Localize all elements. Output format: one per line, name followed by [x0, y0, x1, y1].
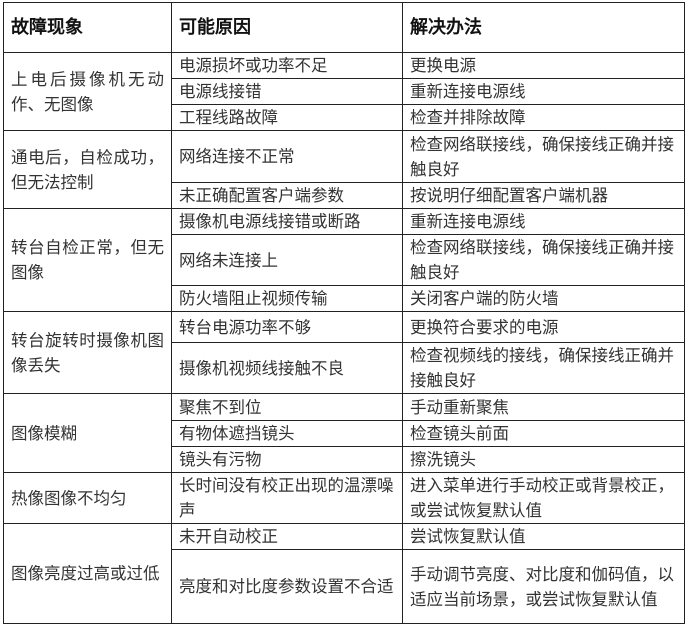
cause-cell: 亮度和对比度参数设置不合适 — [171, 549, 403, 624]
cause-cell: 网络连接不正常 — [171, 130, 403, 183]
cause-cell: 未正确配置客户端参数 — [171, 182, 403, 209]
table-row: 转台自检正常，但无图像 摄像机电源线接错或断路 重新连接电源线 — [3, 208, 685, 312]
header-symptom: 故障现象 — [3, 2, 172, 53]
table-row: 转台旋转时摄像机图像丢失 转台电源功率不够 更换符合要求的电源 — [3, 311, 685, 394]
table-row: 网络未连接上 检查网络联接线，确保接线正确并接触良好 — [4, 234, 685, 286]
symptom-cell: 转台自检正常，但无图像 — [3, 208, 172, 312]
solution-cell: 更换符合要求的电源 — [402, 311, 685, 343]
cause-cell: 未开自动校正 — [171, 523, 403, 550]
symptom-cell: 图像模糊 — [3, 393, 172, 473]
cause-cell: 电源线接错 — [171, 78, 403, 105]
solution-cell: 手动重新聚焦 — [402, 393, 685, 421]
troubleshooting-table: 故障现象 可能原因 解决办法 上电后摄像机无动作、无图像 电源损坏或功率不足 更换电… — [3, 2, 685, 624]
solution-cell: 进入菜单进行手动校正或背景校正，或尝试恢复默认值 — [402, 472, 685, 524]
cause-cell: 镜头有污物 — [171, 446, 403, 473]
solution-cell: 检查镜头前面 — [402, 420, 685, 447]
header-row: 故障现象 可能原因 解决办法 — [3, 2, 685, 53]
cause-cell: 摄像机视频线接触不良 — [171, 342, 403, 394]
solution-cell: 重新连接电源线 — [402, 208, 685, 235]
solution-cell: 擦洗镜头 — [402, 446, 685, 473]
solution-cell: 检查并排除故障 — [402, 104, 685, 131]
symptom-cell: 通电后，自检成功，但无法控制 — [3, 130, 172, 209]
solution-cell: 手动调节亮度、对比度和伽码值，以适应当前场景，或尝试恢复默认值 — [402, 549, 685, 624]
cause-cell: 摄像机电源线接错或断路 — [171, 208, 403, 235]
cause-cell: 转台电源功率不够 — [171, 311, 403, 343]
table-row: 未正确配置客户端参数 按说明仔细配置客户端机器 — [4, 182, 685, 209]
symptom-cell: 图像亮度过高或过低 — [3, 523, 172, 624]
table-row: 图像亮度过高或过低 未开自动校正 尝试恢复默认值 — [3, 523, 685, 624]
solution-cell: 更换电源 — [402, 52, 685, 79]
header-solution: 解决办法 — [402, 2, 685, 53]
header-cause: 可能原因 — [171, 2, 403, 53]
cause-cell: 电源损坏或功率不足 — [171, 52, 403, 79]
table-row: 通电后，自检成功，但无法控制 网络连接不正常 检查网络联接线，确保接线正确并接触良好 — [3, 130, 685, 209]
symptom-cell: 上电后摄像机无动作、无图像 — [3, 52, 172, 131]
cause-cell: 长时间没有校正出现的温漂噪声 — [171, 472, 403, 524]
cause-cell: 防火墙阻止视频传输 — [171, 285, 403, 312]
cause-cell: 工程线路故障 — [171, 104, 403, 131]
solution-cell: 检查网络联接线，确保接线正确并接触良好 — [402, 130, 685, 183]
table-body: 上电后摄像机无动作、无图像 电源损坏或功率不足 更换电源 电源线接错 重新连接电源线 工程… — [3, 52, 685, 624]
table-row: 上电后摄像机无动作、无图像 电源损坏或功率不足 更换电源 — [3, 52, 685, 131]
table-row: 工程线路故障 检查并排除故障 — [4, 104, 685, 131]
symptom-cell: 热像图像不均匀 — [3, 472, 172, 524]
solution-cell: 关闭客户端的防火墙 — [402, 285, 685, 312]
solution-cell: 重新连接电源线 — [402, 78, 685, 105]
solution-cell: 检查网络联接线，确保接线正确并接触良好 — [402, 234, 685, 286]
cause-cell: 聚焦不到位 — [171, 393, 403, 421]
table-row: 电源线接错 重新连接电源线 — [4, 78, 685, 105]
table-row: 镜头有污物 擦洗镜头 — [4, 446, 685, 473]
cause-cell: 网络未连接上 — [171, 234, 403, 286]
table-row: 摄像机视频线接触不良 检查视频线的接线，确保接线正确并接触良好 — [4, 342, 685, 394]
table-row: 热像图像不均匀 长时间没有校正出现的温漂噪声 进入菜单进行手动校正或背景校正，或尝试… — [3, 472, 685, 524]
table-row: 图像模糊 聚焦不到位 手动重新聚焦 — [3, 393, 685, 473]
table-row: 有物体遮挡镜头 检查镜头前面 — [4, 420, 685, 447]
symptom-cell: 转台旋转时摄像机图像丢失 — [3, 311, 172, 394]
solution-cell: 尝试恢复默认值 — [402, 523, 685, 550]
cause-cell: 有物体遮挡镜头 — [171, 420, 403, 447]
solution-cell: 检查视频线的接线，确保接线正确并接触良好 — [402, 342, 685, 394]
table-row: 亮度和对比度参数设置不合适 手动调节亮度、对比度和伽码值，以适应当前场景，或尝试恢… — [4, 549, 685, 624]
solution-cell: 按说明仔细配置客户端机器 — [402, 182, 685, 209]
